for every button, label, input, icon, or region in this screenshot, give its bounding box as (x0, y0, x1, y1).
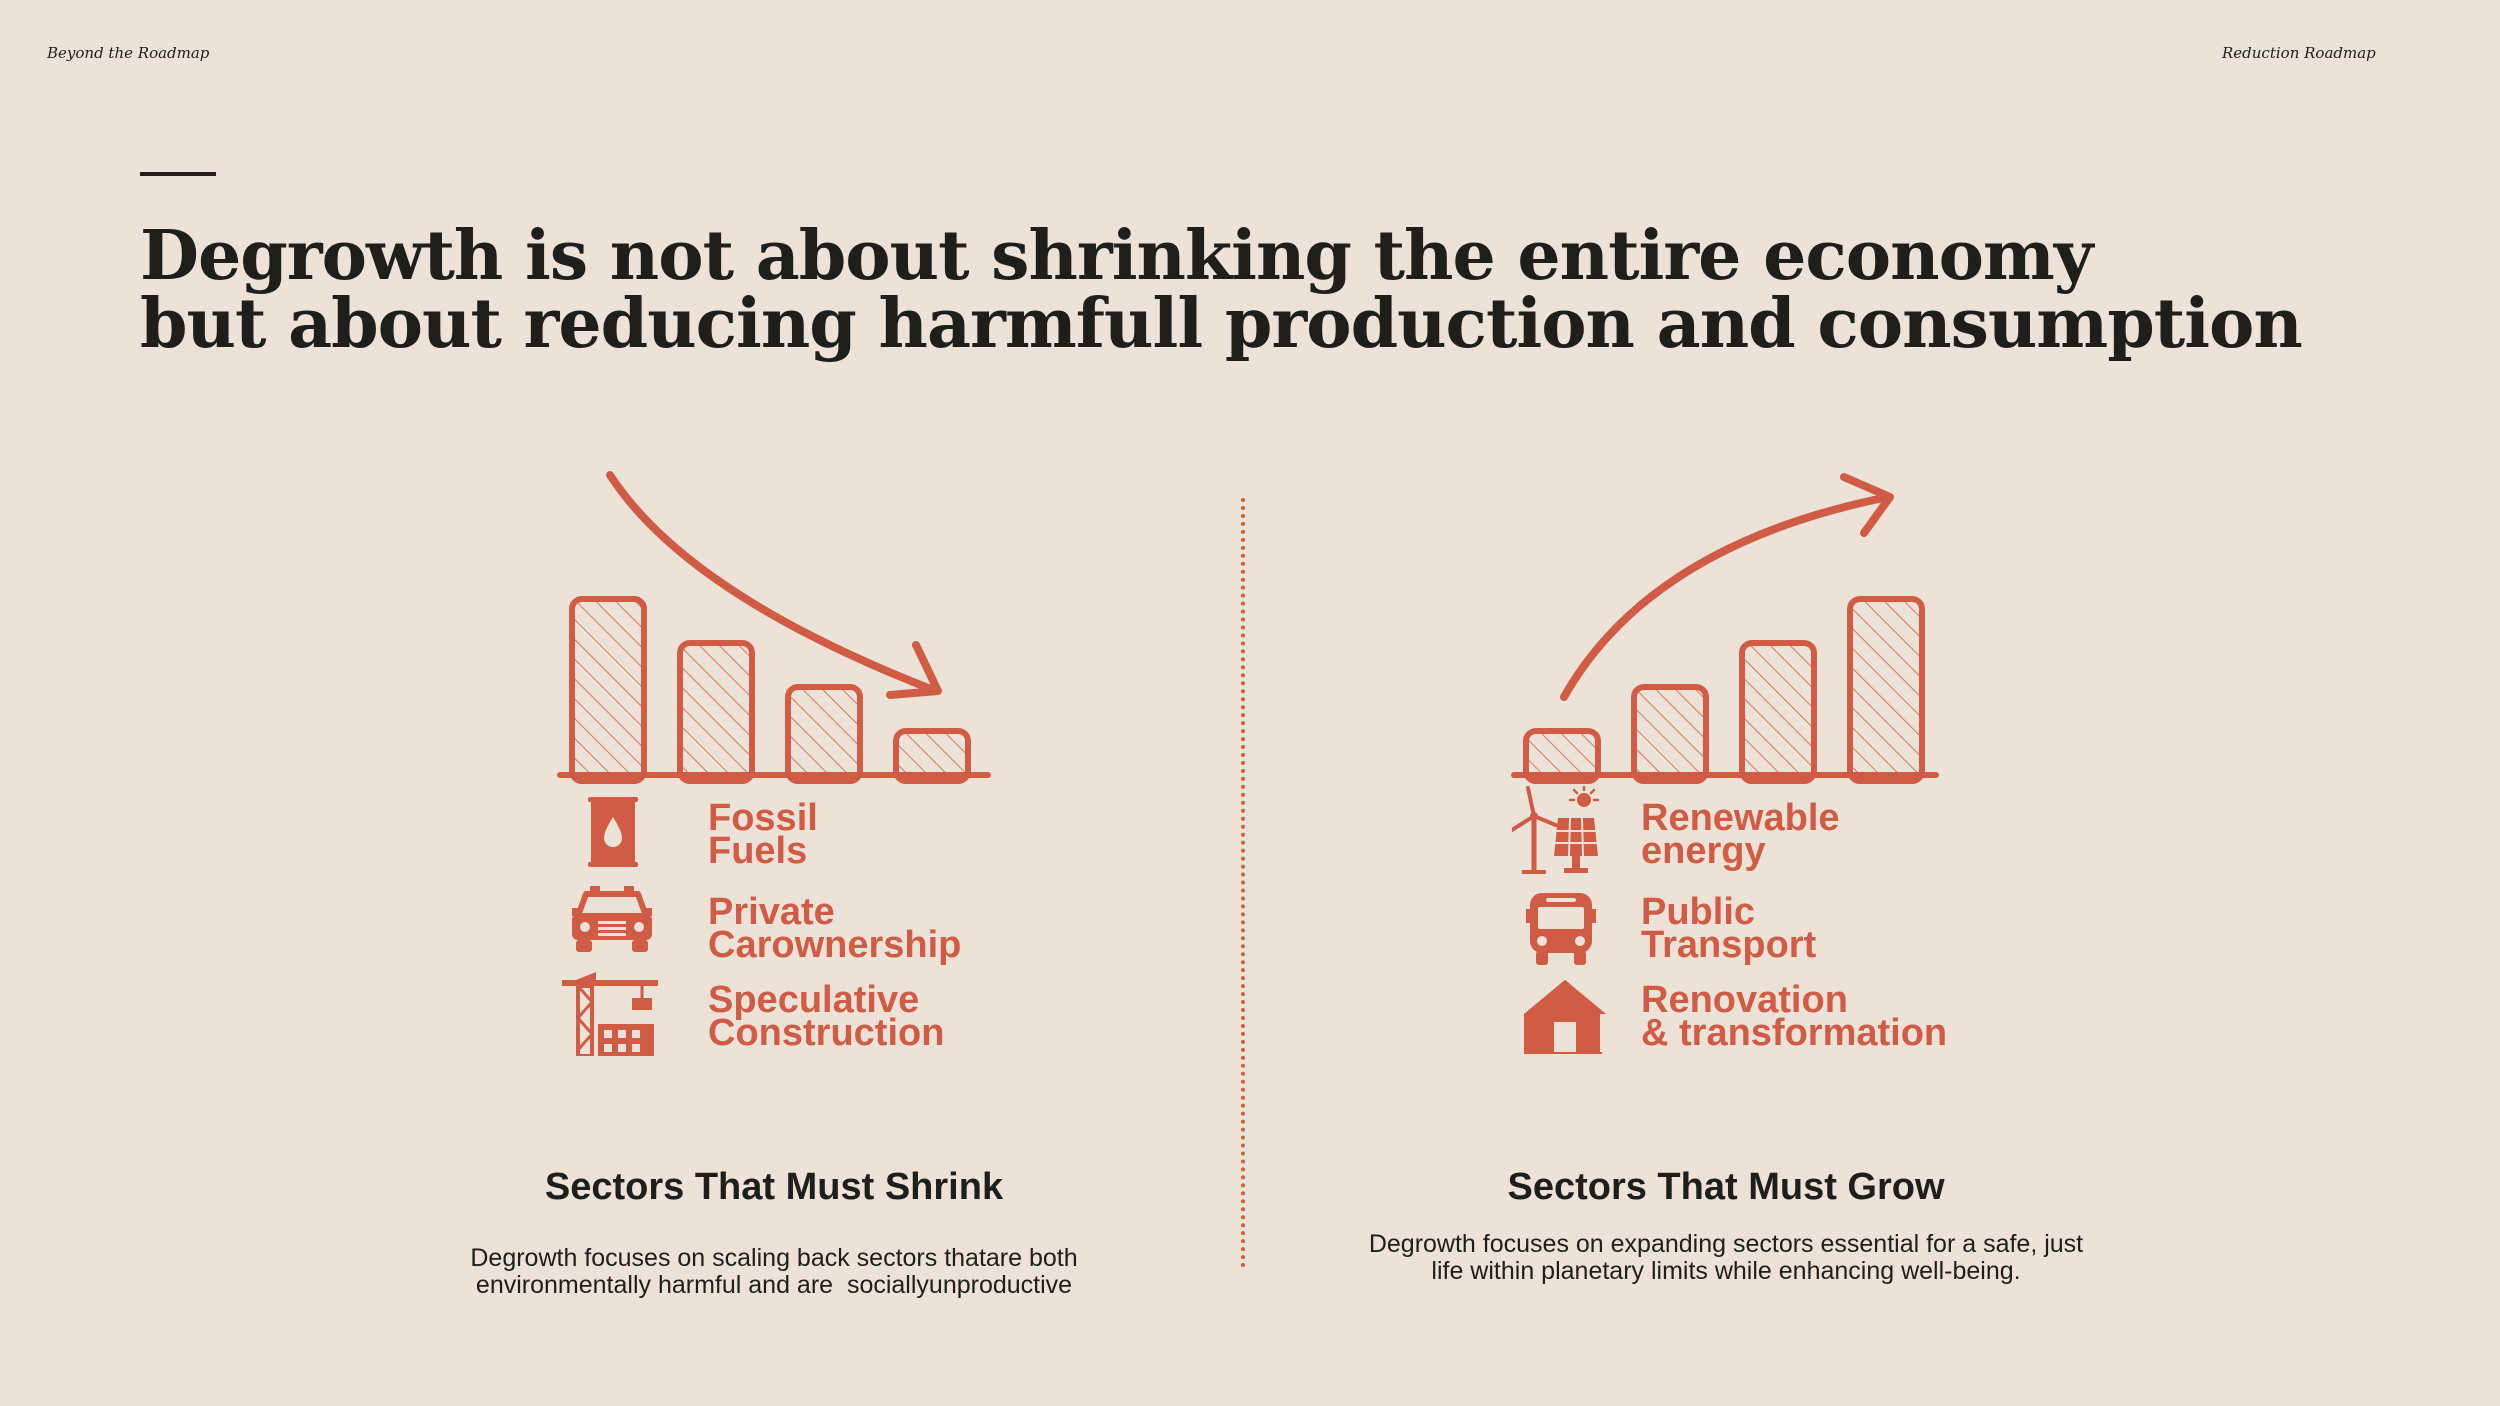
up-trend-arrow (1560, 493, 1892, 701)
car-icon (572, 886, 652, 952)
sector-label-fossil-fuels: Fossil Fuels (708, 797, 818, 872)
grow-section-description: Degrowth focuses on expanding sectors es… (1368, 1230, 2084, 1285)
down-trend-arrowhead (886, 641, 942, 699)
decreasing-bar-chart-icon (557, 471, 991, 784)
bus-icon (1526, 893, 1596, 965)
chart-bar-3 (1739, 640, 1817, 784)
construction-crane-icon (562, 972, 658, 1056)
chart-bars (569, 596, 971, 784)
wind-solar-icon (1512, 786, 1600, 874)
page-title: Degrowth is not about shrinking the enti… (140, 222, 2400, 358)
chart-bar-1 (1523, 728, 1601, 784)
oil-barrel-icon (588, 797, 638, 867)
increasing-bar-chart-icon (1511, 473, 1939, 784)
chart-bar-1 (569, 596, 647, 784)
grow-section-title: Sectors That Must Grow (1507, 1166, 1945, 1208)
chart-bar-4 (893, 728, 971, 784)
sector-label-renovation-transformation: Renovation & transformation (1641, 979, 1948, 1054)
sector-label-public-transport: Public Transport (1641, 891, 1817, 966)
sector-label-renewable-energy: Renewable energy (1641, 797, 1840, 872)
page-title-line-2: but about reducing harmfull production a… (140, 284, 2303, 364)
down-trend-arrow (606, 471, 940, 695)
sector-label-private-carownership: Private Carownership (708, 891, 962, 966)
up-trend-arrowhead (1840, 473, 1894, 537)
chart-bars (1523, 596, 1925, 784)
chart-bar-2 (677, 640, 755, 784)
page-title-line-1: Degrowth is not about shrinking the enti… (140, 216, 2093, 296)
title-accent-dash (140, 172, 216, 176)
chart-bar-4 (1847, 596, 1925, 784)
chart-bar-2 (1631, 684, 1709, 784)
shrink-section-description: Degrowth focuses on scaling back sectors… (470, 1244, 1078, 1299)
chart-bar-3 (785, 684, 863, 784)
house-icon (1524, 980, 1606, 1054)
section-divider (1241, 498, 1245, 1268)
sector-label-speculative-construction: Speculative Construction (708, 979, 945, 1054)
shrink-section-title: Sectors That Must Shrink (544, 1166, 1004, 1208)
header-right-label: Reduction Roadmap (2222, 44, 2376, 62)
header-left-label: Beyond the Roadmap (47, 44, 210, 62)
